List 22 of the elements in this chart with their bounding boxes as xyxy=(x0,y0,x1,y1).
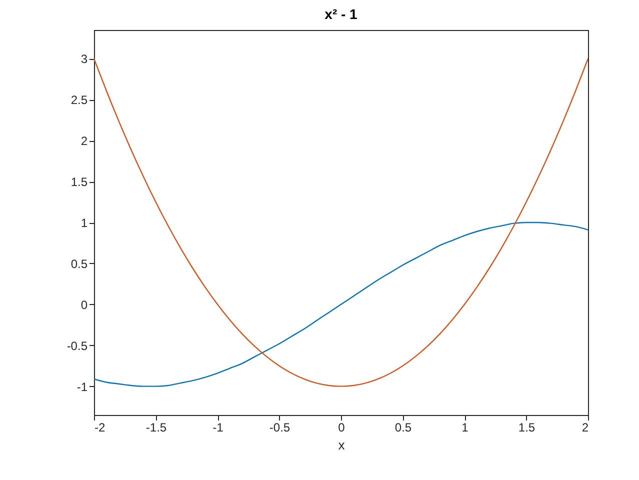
line-series xyxy=(94,222,588,387)
y-tick-label: 1.5 xyxy=(70,175,88,190)
y-tick-label: 1 xyxy=(80,216,88,230)
y-tick-label: -0.5 xyxy=(66,338,88,353)
x-tick-label: -1.5 xyxy=(146,420,167,434)
y-tick-label: 3 xyxy=(80,52,88,66)
x-tick-label: 0.5 xyxy=(394,420,412,434)
y-tick-label: -1 xyxy=(76,380,88,394)
x-tick-label: -1 xyxy=(212,420,224,434)
x-tick-label: 1 xyxy=(462,420,469,434)
y-tick-label: 2.5 xyxy=(70,93,88,108)
line-series xyxy=(94,58,588,387)
y-tick-label: 0 xyxy=(80,298,88,312)
x-tick-label: -2 xyxy=(94,420,106,434)
x-tick-label: 2 xyxy=(582,420,589,434)
x-axis-title: x xyxy=(338,438,346,452)
chart-title: x² - 1 xyxy=(324,6,358,22)
y-tick-label: 2 xyxy=(80,134,88,148)
x-tick-label: 0 xyxy=(338,420,346,434)
x-tick-label: 1.5 xyxy=(518,420,536,434)
y-tick-label: 0.5 xyxy=(70,256,88,271)
x-tick-label: -0.5 xyxy=(269,420,290,434)
